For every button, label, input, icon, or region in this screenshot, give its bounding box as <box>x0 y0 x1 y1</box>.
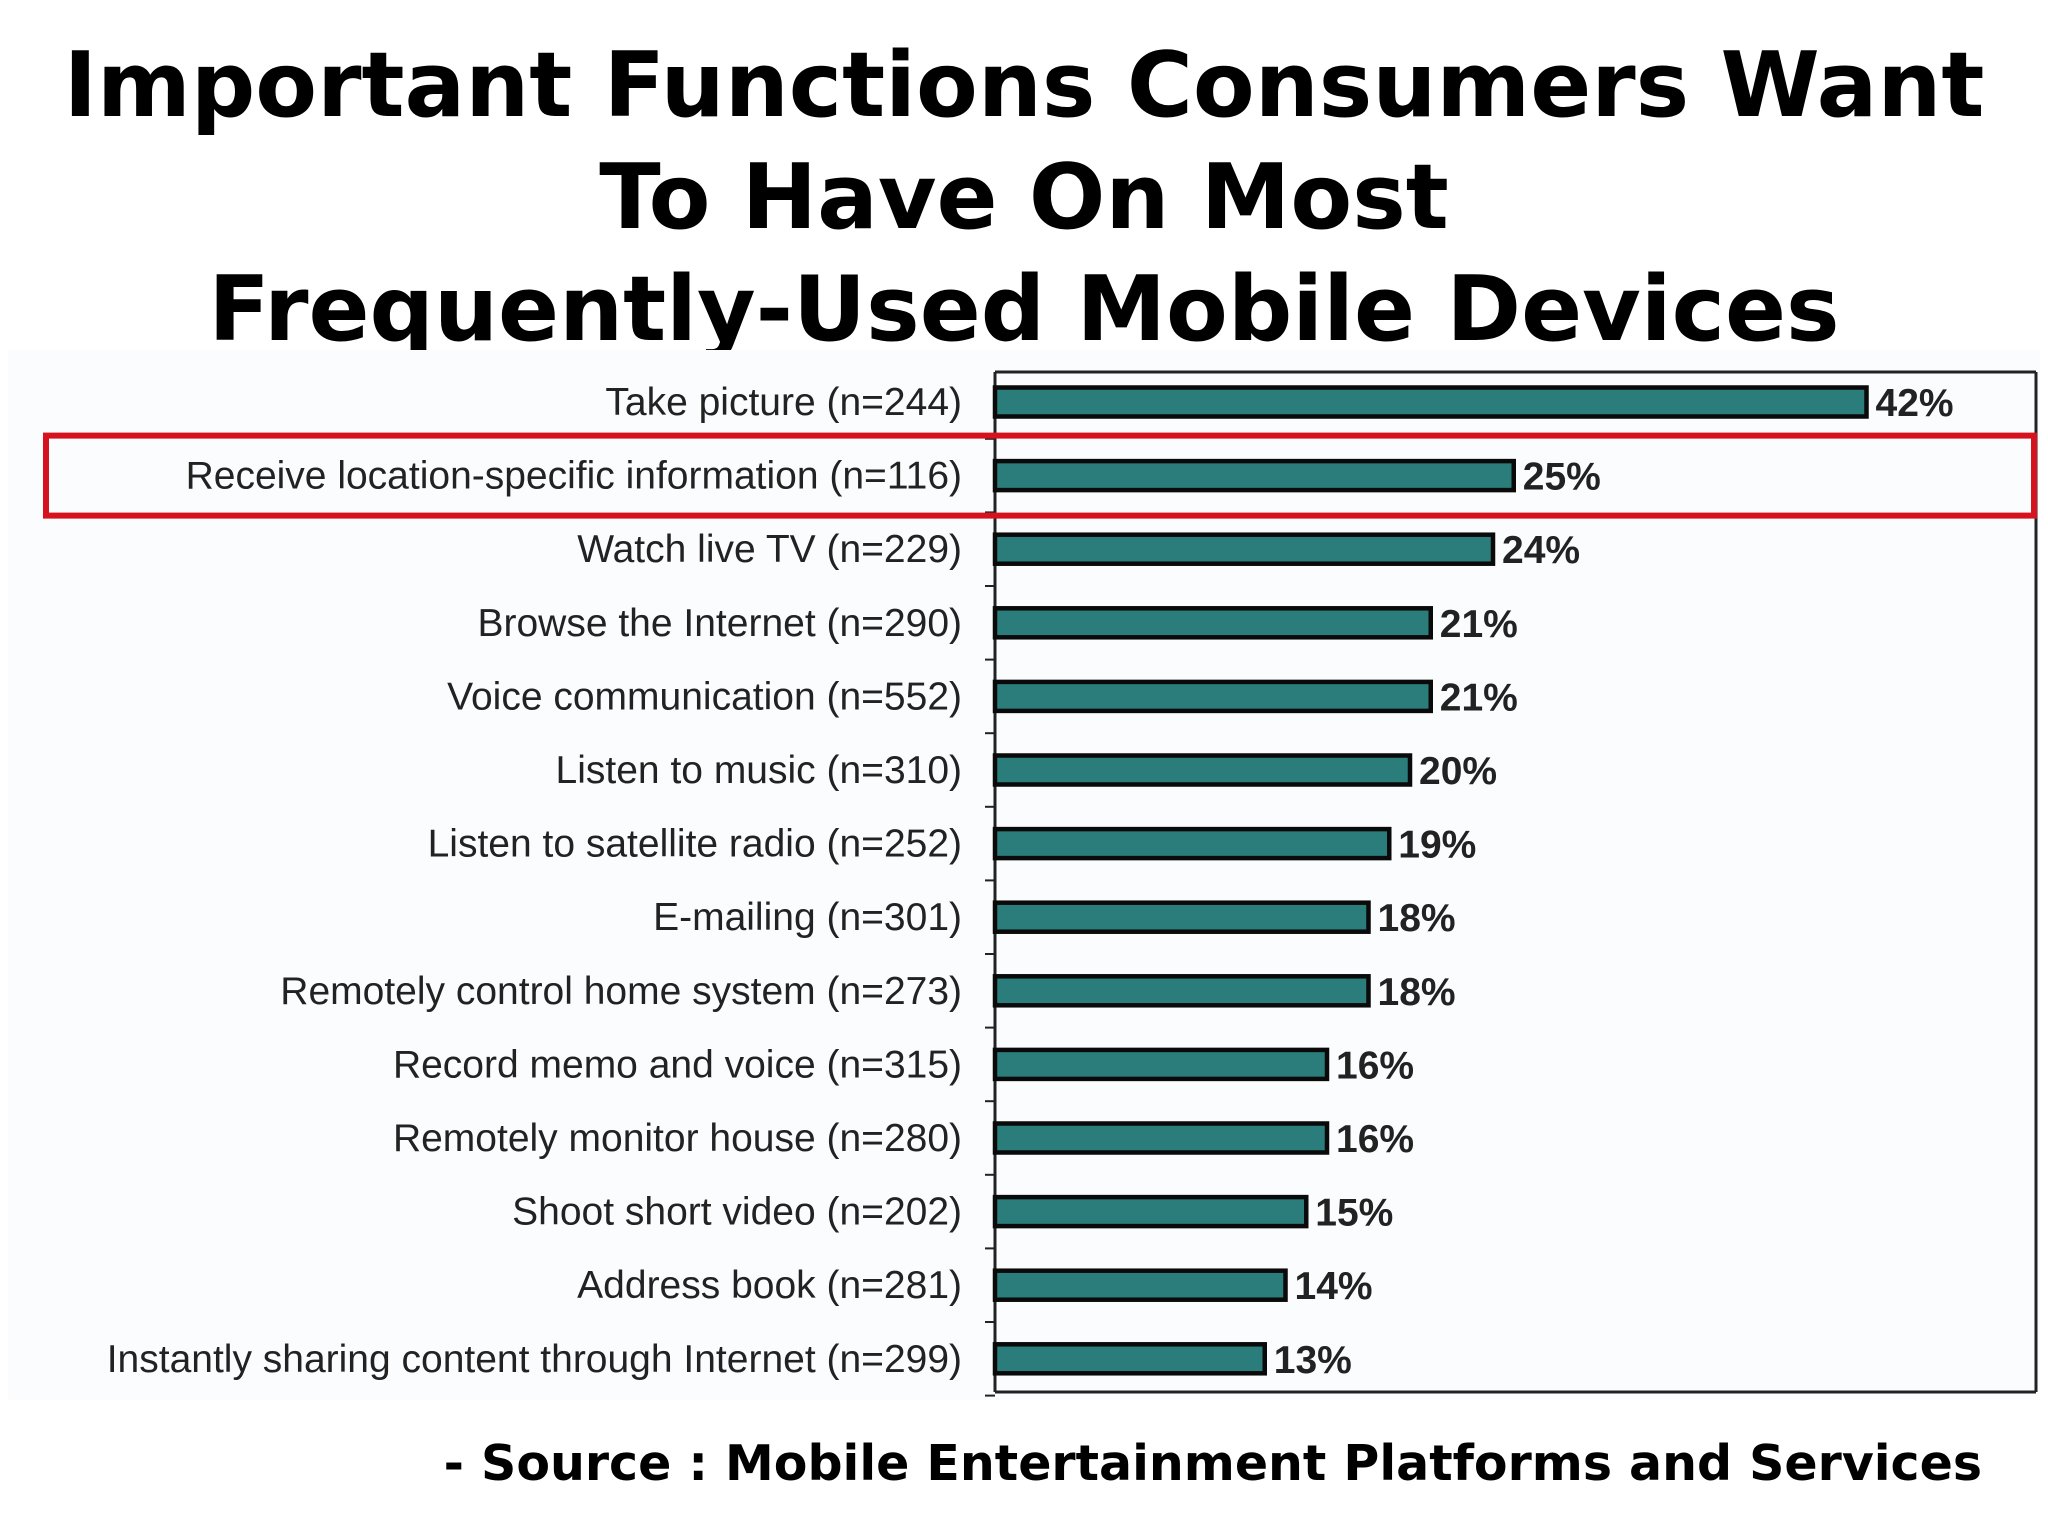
bar <box>992 1268 1288 1302</box>
bar <box>992 900 1371 934</box>
chart-title-line-1: Important Functions Consumers Want <box>63 33 1985 138</box>
value-label: 25% <box>1523 456 1601 499</box>
bar <box>992 1121 1330 1155</box>
bar <box>992 1047 1330 1082</box>
value-label: 18% <box>1378 897 1456 940</box>
value-label: 16% <box>1336 1044 1414 1087</box>
category-label: Receive location-specific information (n… <box>186 455 962 498</box>
bar <box>992 532 1496 566</box>
chart-title: Important Functions Consumers Want To Ha… <box>0 30 2048 366</box>
value-label: 21% <box>1440 603 1518 646</box>
value-label: 18% <box>1378 971 1456 1014</box>
category-label: Remotely control home system (n=273) <box>280 970 962 1013</box>
bar <box>992 385 1869 419</box>
bar <box>992 606 1433 640</box>
category-label: Remotely monitor house (n=280) <box>393 1117 962 1160</box>
bar <box>992 1342 1267 1376</box>
chart-title-line-2: To Have On Most <box>599 145 1449 250</box>
bar <box>992 1194 1309 1229</box>
value-label: 13% <box>1274 1339 1352 1382</box>
value-label: 42% <box>1876 382 1954 425</box>
category-label: Address book (n=281) <box>577 1264 962 1307</box>
category-label: Take picture (n=244) <box>605 381 962 424</box>
source-note: - Source : Mobile Entertainment Platform… <box>443 1435 1982 1492</box>
bar <box>992 679 1433 714</box>
category-label: Watch live TV (n=229) <box>577 528 962 571</box>
value-label: 15% <box>1315 1192 1393 1235</box>
value-label: 20% <box>1419 750 1497 793</box>
category-label: Instantly sharing content through Intern… <box>107 1338 962 1381</box>
category-label: Voice communication (n=552) <box>447 675 962 718</box>
bar <box>992 458 1516 493</box>
bar <box>992 826 1392 861</box>
category-label: Record memo and voice (n=315) <box>393 1043 962 1086</box>
chart-title-line-3: Frequently-Used Mobile Devices <box>208 257 1840 362</box>
bar <box>992 974 1371 1008</box>
category-label: E-mailing (n=301) <box>653 896 962 939</box>
value-label: 24% <box>1502 529 1580 572</box>
highlight-box <box>43 432 2037 519</box>
value-label: 19% <box>1398 824 1476 867</box>
category-label: Shoot short video (n=202) <box>512 1191 962 1234</box>
bar <box>992 753 1413 787</box>
category-label: Listen to music (n=310) <box>556 749 962 792</box>
value-label: 16% <box>1336 1118 1414 1161</box>
value-label: 21% <box>1440 676 1518 719</box>
category-label: Browse the Internet (n=290) <box>477 602 962 645</box>
value-label: 14% <box>1295 1265 1373 1308</box>
category-label: Listen to satellite radio (n=252) <box>428 823 962 866</box>
